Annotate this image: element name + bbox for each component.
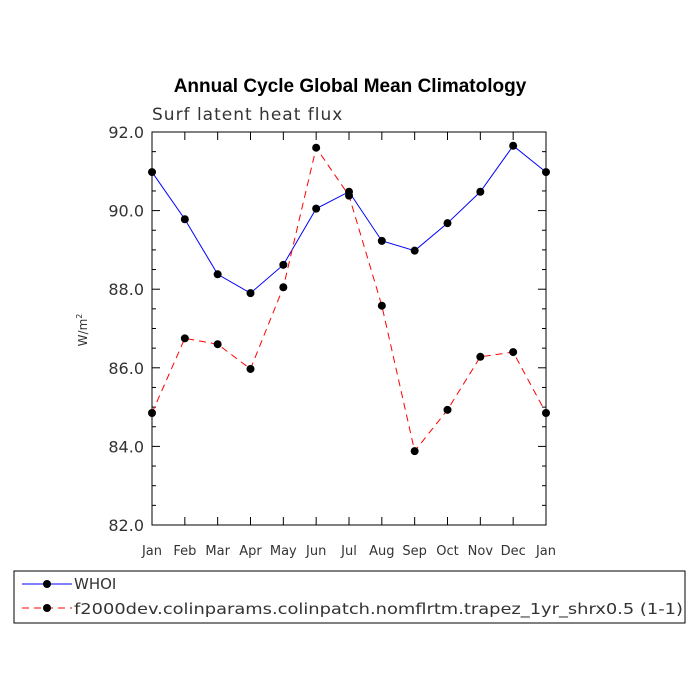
data-point <box>148 168 156 177</box>
series-line-0 <box>151 145 547 294</box>
chart-subtitle: Surf latent heat flux <box>152 105 343 125</box>
x-tick-label: May <box>270 544 297 559</box>
legend: WHOI f2000dev.colinparams.colinpatch.nom… <box>13 570 686 624</box>
data-point <box>246 289 255 298</box>
y-tick-label: 90.0 <box>108 202 144 221</box>
legend-label-whoi: WHOI <box>74 575 116 593</box>
x-tick-label: Jul <box>340 544 357 559</box>
x-tick-label: Mar <box>205 544 230 559</box>
x-tick-label: Jun <box>305 544 326 559</box>
data-point <box>213 270 222 279</box>
legend-marker-f2000dev <box>43 604 51 612</box>
chart-title: Annual Cycle Global Mean Climatology <box>174 76 527 97</box>
data-point <box>279 283 288 292</box>
data-point <box>542 408 550 417</box>
y-tick-label: 82.0 <box>108 516 144 535</box>
y-tick-label: 84.0 <box>108 437 144 456</box>
x-tick-label: Oct <box>436 544 458 559</box>
x-tick-label: Nov <box>468 544 494 559</box>
data-point <box>410 447 419 456</box>
data-point <box>279 260 288 269</box>
legend-box <box>13 570 686 624</box>
series-layer <box>148 141 550 456</box>
legend-label-f2000dev: f2000dev.colinparams.colinpatch.nomflrtm… <box>74 600 683 619</box>
data-point <box>443 219 452 228</box>
data-point <box>148 408 156 417</box>
x-tick-label: Apr <box>239 544 262 559</box>
data-point <box>476 352 485 361</box>
data-point <box>312 204 321 213</box>
y-tick-label: 88.0 <box>108 280 144 299</box>
data-point <box>476 187 485 196</box>
data-point <box>312 143 321 152</box>
y-tick-label: 92.0 <box>108 123 144 142</box>
legend-marker-whoi <box>43 580 51 588</box>
x-tick-label: Jan <box>141 544 162 559</box>
x-tick-label: Sep <box>402 544 427 559</box>
data-point <box>246 364 255 373</box>
data-point <box>345 191 353 200</box>
data-point <box>377 236 386 245</box>
data-point <box>542 168 550 177</box>
data-point <box>180 215 189 224</box>
data-point <box>377 301 386 310</box>
data-point <box>180 334 189 343</box>
data-point <box>410 246 419 255</box>
y-tick-labels: 82.0 84.0 86.0 88.0 90.0 92.0 <box>108 123 144 535</box>
x-tick-label: Feb <box>173 544 196 559</box>
data-point <box>443 405 452 414</box>
x-tick-label: Jan <box>535 544 556 559</box>
y-axis-label: W/m2 <box>75 314 90 347</box>
x-tick-label: Dec <box>501 544 526 559</box>
data-point <box>509 141 518 150</box>
x-tick-labels: Jan Feb Mar Apr May Jun Jul Aug Sep Oct Nov Dec Jan <box>141 544 556 559</box>
x-tick-label: Aug <box>369 544 394 559</box>
data-point <box>213 340 222 349</box>
y-tick-label: 86.0 <box>108 359 144 378</box>
data-point <box>509 348 518 357</box>
